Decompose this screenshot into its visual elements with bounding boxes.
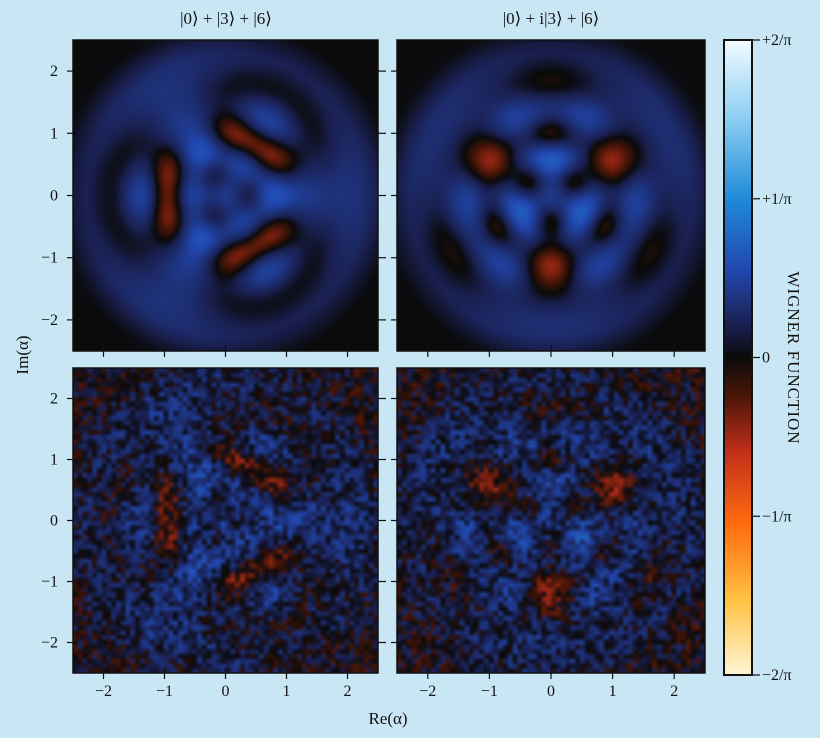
colorbar-tick-label: +1/π <box>762 191 792 208</box>
x-tick-label: 2 <box>344 683 352 700</box>
x-tick-label: −2 <box>419 683 436 700</box>
x-tick-label: −2 <box>95 683 112 700</box>
x-tick-label: 1 <box>609 683 617 700</box>
y-tick-label: −2 <box>41 312 58 329</box>
x-tick-label: −1 <box>156 683 173 700</box>
y-tick-label: 2 <box>50 391 58 408</box>
colorbar-ticks: +2/π +1/π 0 −1/π −2/π <box>752 32 792 684</box>
col-title-left: |0⟩ + |3⟩ + |6⟩ <box>180 9 272 28</box>
y-tick-label: 1 <box>50 452 58 469</box>
x-tick-label: 0 <box>547 683 555 700</box>
y-tick-label: −1 <box>41 574 58 591</box>
panel-theory-right <box>396 39 706 352</box>
panel-measured-right <box>396 367 706 674</box>
y-tick-label: 1 <box>50 125 58 142</box>
x-tick-label: 1 <box>283 683 291 700</box>
axis-ticks: −2 −1 0 1 2 −2 −1 0 1 2 2 1 0 −1 −2 2 1 0 −1 −2 <box>41 63 678 700</box>
x-tick-label: −1 <box>481 683 498 700</box>
x-tick-label: 0 <box>222 683 230 700</box>
colorbar-tick-label: −1/π <box>762 508 792 525</box>
y-axis-label: Im(α) <box>13 335 32 374</box>
y-tick-label: 0 <box>50 513 58 530</box>
y-tick-label: −2 <box>41 635 58 652</box>
col-title-right: |0⟩ + i|3⟩ + |6⟩ <box>503 9 600 28</box>
y-tick-label: 0 <box>50 188 58 205</box>
colorbar-title: WIGNER FUNCTION <box>784 271 803 444</box>
colorbar-tick-label: +2/π <box>762 32 792 49</box>
y-tick-label: −1 <box>41 250 58 267</box>
colorbar-tick-label: −2/π <box>762 667 792 684</box>
panel-theory-left <box>72 39 379 352</box>
y-tick-label: 2 <box>50 63 58 80</box>
x-axis-label: Re(α) <box>368 709 407 728</box>
colorbar-tick-label: 0 <box>762 350 770 367</box>
colorbar <box>723 39 753 676</box>
panel-measured-left <box>72 367 379 674</box>
x-tick-label: 2 <box>670 683 678 700</box>
